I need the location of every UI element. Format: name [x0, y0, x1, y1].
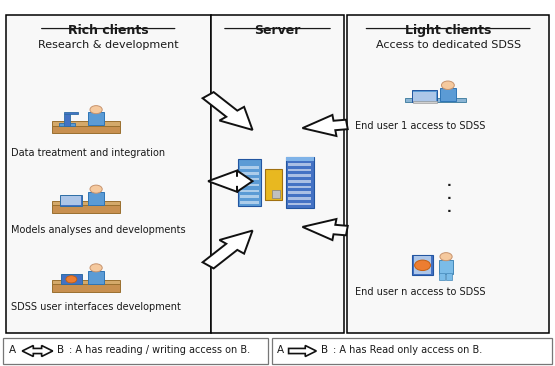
- FancyBboxPatch shape: [64, 114, 69, 126]
- Text: Access to dedicated SDSS: Access to dedicated SDSS: [376, 40, 521, 49]
- Text: Models analyses and developments: Models analyses and developments: [11, 225, 186, 235]
- FancyBboxPatch shape: [64, 112, 78, 114]
- FancyBboxPatch shape: [272, 338, 552, 364]
- FancyBboxPatch shape: [240, 184, 259, 186]
- Circle shape: [441, 81, 455, 89]
- FancyBboxPatch shape: [272, 190, 280, 198]
- FancyBboxPatch shape: [286, 157, 314, 161]
- FancyBboxPatch shape: [240, 172, 259, 175]
- FancyBboxPatch shape: [288, 180, 311, 183]
- FancyBboxPatch shape: [288, 203, 311, 205]
- FancyBboxPatch shape: [412, 90, 437, 101]
- Polygon shape: [203, 231, 253, 268]
- Circle shape: [90, 264, 102, 272]
- FancyBboxPatch shape: [412, 255, 433, 275]
- FancyBboxPatch shape: [286, 157, 314, 208]
- FancyBboxPatch shape: [61, 195, 81, 205]
- FancyBboxPatch shape: [52, 284, 120, 292]
- Text: A: A: [277, 345, 284, 355]
- Text: Rich clients: Rich clients: [68, 24, 149, 37]
- FancyBboxPatch shape: [405, 98, 466, 102]
- FancyBboxPatch shape: [61, 274, 82, 284]
- FancyBboxPatch shape: [52, 201, 120, 206]
- Text: SDSS user interfaces development: SDSS user interfaces development: [11, 302, 181, 312]
- Polygon shape: [22, 346, 53, 356]
- Text: End user n access to SDSS: End user n access to SDSS: [355, 287, 486, 297]
- FancyBboxPatch shape: [446, 273, 452, 280]
- Text: A: A: [9, 345, 16, 355]
- FancyBboxPatch shape: [240, 201, 259, 204]
- FancyBboxPatch shape: [440, 273, 445, 280]
- Text: : A has Read only access on B.: : A has Read only access on B.: [333, 345, 482, 355]
- Polygon shape: [302, 219, 348, 240]
- FancyBboxPatch shape: [347, 15, 549, 333]
- FancyBboxPatch shape: [440, 88, 456, 101]
- FancyBboxPatch shape: [240, 195, 259, 198]
- Circle shape: [440, 253, 452, 261]
- FancyBboxPatch shape: [238, 159, 261, 206]
- Text: : A has reading / writing access on B.: : A has reading / writing access on B.: [69, 345, 250, 355]
- Text: Research & development: Research & development: [38, 40, 179, 49]
- FancyBboxPatch shape: [52, 126, 120, 133]
- FancyBboxPatch shape: [288, 191, 311, 194]
- FancyBboxPatch shape: [265, 169, 282, 200]
- Circle shape: [90, 106, 102, 114]
- FancyBboxPatch shape: [60, 195, 82, 206]
- FancyBboxPatch shape: [240, 178, 259, 180]
- FancyBboxPatch shape: [88, 271, 104, 284]
- FancyBboxPatch shape: [288, 197, 311, 200]
- FancyBboxPatch shape: [3, 338, 268, 364]
- FancyBboxPatch shape: [52, 205, 120, 213]
- FancyBboxPatch shape: [288, 175, 311, 177]
- FancyBboxPatch shape: [59, 123, 75, 126]
- FancyBboxPatch shape: [211, 15, 344, 333]
- Polygon shape: [302, 115, 348, 136]
- Polygon shape: [203, 92, 253, 130]
- Text: B: B: [58, 345, 64, 355]
- Circle shape: [415, 260, 431, 270]
- FancyBboxPatch shape: [88, 192, 104, 205]
- FancyBboxPatch shape: [413, 257, 431, 274]
- Text: .: .: [447, 202, 452, 215]
- Text: B: B: [321, 345, 328, 355]
- FancyBboxPatch shape: [240, 166, 259, 169]
- Polygon shape: [208, 171, 253, 192]
- Polygon shape: [289, 346, 316, 356]
- Circle shape: [66, 276, 77, 283]
- FancyBboxPatch shape: [88, 112, 104, 125]
- Circle shape: [90, 185, 102, 193]
- FancyBboxPatch shape: [413, 92, 436, 101]
- FancyBboxPatch shape: [52, 121, 120, 126]
- FancyBboxPatch shape: [413, 101, 437, 102]
- FancyBboxPatch shape: [6, 15, 211, 333]
- FancyBboxPatch shape: [240, 190, 259, 192]
- Text: .: .: [447, 189, 452, 202]
- Text: End user 1 access to SDSS: End user 1 access to SDSS: [355, 121, 486, 131]
- FancyBboxPatch shape: [288, 169, 311, 171]
- FancyBboxPatch shape: [438, 260, 453, 274]
- Text: Data treatment and integration: Data treatment and integration: [11, 148, 165, 158]
- FancyBboxPatch shape: [288, 186, 311, 188]
- FancyBboxPatch shape: [288, 163, 311, 165]
- Text: .: .: [447, 176, 452, 190]
- Text: Light clients: Light clients: [405, 24, 491, 37]
- Text: Server: Server: [254, 24, 301, 37]
- FancyBboxPatch shape: [52, 280, 120, 285]
